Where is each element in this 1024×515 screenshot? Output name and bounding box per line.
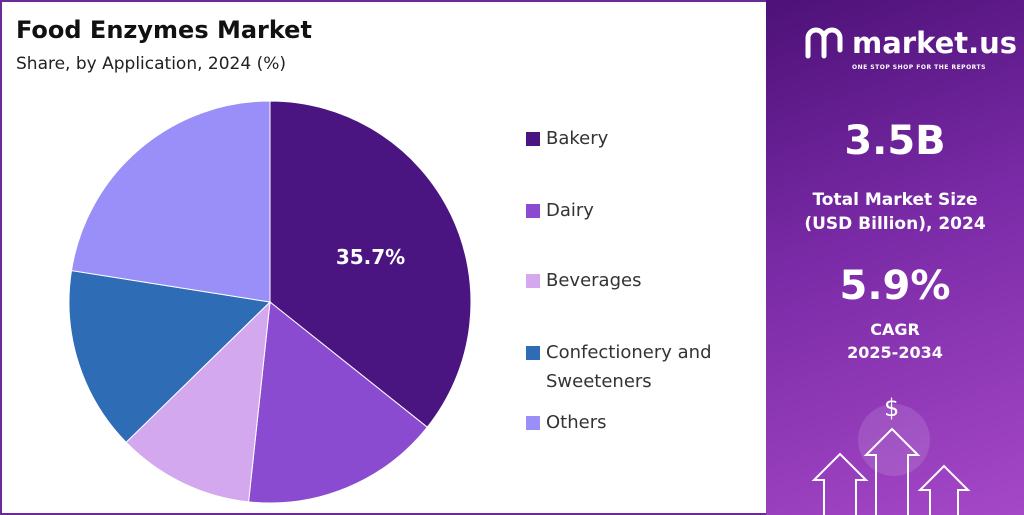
pie-slice [125,300,271,503]
pie-slice [70,100,271,303]
legend-item: Dairy [526,196,594,225]
legend-item: Beverages [526,266,641,295]
growth-icon [811,404,971,515]
legend-swatch [526,346,540,360]
legend-label: Bakery [546,128,609,149]
market-size-label: Total Market Size (USD Billion), 2024 [804,190,986,234]
pie-slice [68,269,272,444]
logo-icon [805,27,843,59]
dollar-symbol: $ [884,394,900,422]
legend-item: Others [526,408,607,437]
cagr-period: 2025-2034 [847,343,943,362]
legend-swatch [526,204,540,218]
pie-slice [269,100,472,428]
legend-swatch [526,132,540,146]
legend-label: Dairy [546,200,594,221]
legend-item: Confectionery and Sweeteners [526,338,736,396]
legend-swatch [526,416,540,430]
chart-panel: Food Enzymes Market Share, by Applicatio… [0,0,766,515]
data-label: 35.7% [336,245,405,269]
summary-panel: market.us ONE STOP SHOP FOR THE REPORTS … [766,0,1024,515]
legend-item: Bakery [526,124,608,153]
legend-label: Confectionery and Sweeteners [546,342,712,392]
market-size: 3.5B [844,118,946,164]
legend-label: Beverages [546,270,642,291]
brand: market.us [852,26,1018,60]
chart-title: Food Enzymes Market [16,16,312,44]
legend-swatch [526,274,540,288]
legend-label: Others [546,412,607,433]
chart-subtitle: Share, by Application, 2024 (%) [16,54,286,74]
cagr: 5.9% [839,263,951,309]
tagline: ONE STOP SHOP FOR THE REPORTS [852,64,986,71]
pie-chart: 35.7% [68,100,472,504]
cagr-label: CAGR [870,320,920,339]
pie-slice [248,301,428,504]
